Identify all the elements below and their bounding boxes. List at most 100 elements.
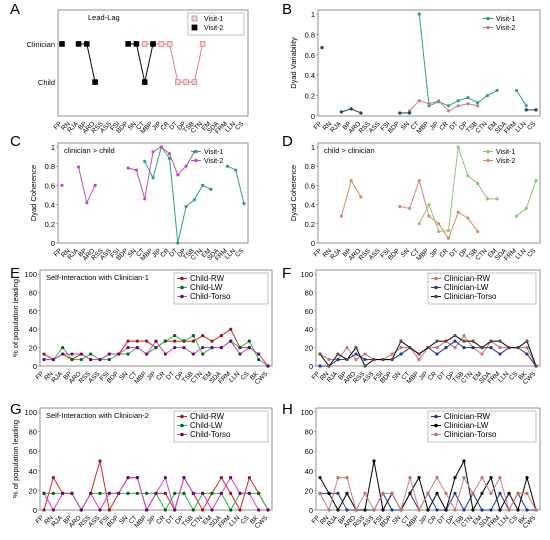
legend-frame (187, 12, 245, 36)
series-line (445, 335, 456, 342)
y-tick-label: 100 (24, 408, 37, 417)
data-point (173, 334, 177, 338)
x-tick-label: BP (77, 120, 88, 131)
data-point (150, 41, 156, 47)
x-tick-label: BK (249, 514, 261, 526)
plot-frame (57, 9, 249, 117)
data-point (201, 346, 205, 350)
data-point (238, 352, 242, 356)
series-line (160, 146, 170, 155)
data-point (426, 491, 430, 495)
x-tick-label: JIP (429, 247, 441, 259)
y-tick-label: 80 (29, 428, 37, 437)
x-tick-label: CR (159, 120, 171, 132)
data-point (61, 346, 65, 350)
y-tick-label: 60 (305, 447, 313, 456)
chart-title: Self-Interaction with Clinician-2 (46, 411, 149, 420)
data-point (219, 491, 223, 495)
data-point (466, 216, 470, 220)
data-point (184, 204, 188, 209)
series-line (487, 90, 498, 97)
data-point (163, 352, 167, 356)
legend-marker (434, 423, 438, 428)
data-point (70, 357, 74, 362)
x-tick-label: EM (487, 247, 499, 259)
series-line (400, 477, 411, 511)
series-line (382, 493, 393, 511)
data-point (89, 357, 93, 362)
x-tick-label: FP (313, 120, 324, 131)
data-point (42, 357, 46, 362)
data-point (426, 508, 430, 512)
data-point (489, 339, 493, 343)
data-point (381, 357, 385, 362)
chart-h: H020406080100FPRNRJABPARORSSASSFSIBDPSNC… (282, 401, 541, 530)
data-point (359, 111, 363, 115)
data-point (184, 164, 188, 168)
series-line (230, 493, 241, 511)
y-tick-label: 100 (300, 408, 313, 417)
data-point (209, 187, 213, 191)
data-point (444, 346, 448, 350)
series-line (517, 347, 528, 355)
data-point (219, 476, 223, 480)
data-point (435, 346, 439, 350)
data-point (173, 339, 177, 343)
plot-frame (317, 142, 541, 244)
legend-label: Visit-2 (204, 25, 223, 32)
panel-label-b: B (282, 1, 292, 18)
x-tick-label: EM (472, 514, 484, 526)
data-point (192, 198, 196, 202)
data-point (163, 491, 167, 495)
data-point (247, 346, 251, 350)
data-point (143, 159, 147, 163)
series-line (52, 493, 64, 511)
y-tick-label: 60 (29, 307, 37, 316)
data-point (435, 352, 439, 356)
series-line (409, 493, 420, 511)
x-tick-label: DP (445, 370, 456, 381)
series-line (341, 108, 352, 113)
legend-swatch (191, 15, 198, 22)
series-line (428, 101, 439, 107)
data-point (345, 508, 349, 512)
data-point (182, 346, 186, 350)
plot-frame (39, 407, 273, 511)
data-point (480, 476, 484, 480)
series-line (427, 347, 438, 355)
y-tick-label: 80 (305, 428, 313, 437)
x-tick-label: EM (200, 120, 212, 132)
data-point (417, 222, 421, 226)
data-point (417, 12, 421, 16)
series-line (499, 347, 510, 355)
x-tick-label: RN (322, 247, 334, 259)
data-point (534, 508, 538, 512)
data-point (525, 346, 529, 350)
y-tick-label: 0.8 (305, 162, 315, 171)
series-line (490, 340, 501, 349)
series-line (350, 108, 362, 114)
series-line (454, 477, 465, 511)
data-point (238, 346, 242, 350)
series-line (86, 185, 96, 203)
series-line (185, 151, 195, 167)
x-tick-label: DP (458, 120, 469, 131)
data-point (417, 352, 421, 356)
data-point (446, 236, 451, 240)
data-point (145, 339, 149, 343)
panel-label-f: F (282, 265, 291, 282)
series-line (472, 347, 483, 355)
data-point (498, 476, 502, 480)
x-tick-label: CS (526, 247, 538, 259)
x-tick-label: DP (176, 247, 187, 258)
series-visit-1 (417, 12, 528, 108)
data-point (61, 491, 65, 495)
plot-frame (315, 269, 541, 367)
series-line (490, 493, 501, 511)
series-line (463, 477, 474, 494)
series-line (400, 347, 411, 355)
series-line (165, 347, 175, 355)
data-point (126, 339, 130, 343)
y-tick-label: 80 (29, 288, 37, 297)
data-point (453, 334, 457, 338)
